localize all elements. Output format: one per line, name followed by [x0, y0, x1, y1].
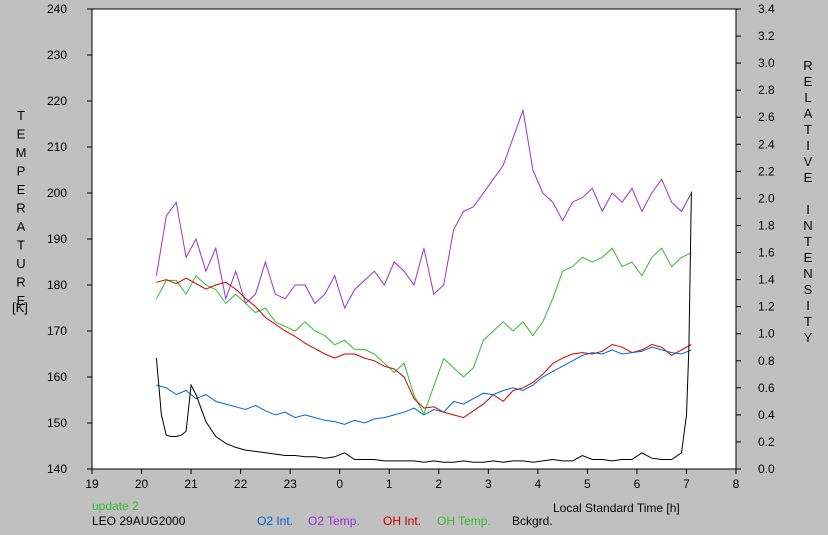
x-tick-label: 0 — [336, 477, 343, 491]
x-axis-label: Local Standard Time [h] — [553, 501, 680, 515]
y-right-label-letter: T — [804, 122, 812, 137]
legend-entry: OH Int. — [383, 514, 421, 528]
y-left-label-letter: E — [17, 293, 26, 308]
x-tick-label: 1 — [386, 477, 393, 491]
y-right-label-letter: I — [806, 298, 810, 313]
legend-entry: O2 Temp. — [308, 514, 360, 528]
series-line-ohint — [156, 277, 692, 419]
y-axis-right: 0.0 0.2 0.4 0.6 0.8 1.0 1.2 1.4 1.6 1.8 2.0 2.2 2.4 2… — [736, 2, 775, 476]
y-right-tick-label: 2.2 — [758, 164, 775, 178]
y-left-label-letter: A — [17, 219, 26, 234]
x-tick-label: 3 — [485, 477, 492, 491]
y-left-tick-label: 200 — [47, 186, 67, 200]
y-left-tick-label: 220 — [47, 94, 67, 108]
y-left-label-letter: U — [16, 256, 25, 271]
y-left-tick-label: 170 — [47, 324, 67, 338]
y-left-tick-label: 190 — [47, 232, 67, 246]
y-right-tick-label: 0.6 — [758, 381, 775, 395]
y-left-label-letter: M — [16, 145, 27, 160]
y-right-tick-label: 2.0 — [758, 191, 775, 205]
y-right-label-letter: N — [803, 266, 812, 281]
x-tick-label: 21 — [184, 477, 198, 491]
y-right-label-letter: I — [806, 138, 810, 153]
status-text: update 2 — [92, 499, 139, 513]
y-left-label-letter: E — [17, 127, 26, 142]
legend-entry: OH Temp. — [437, 514, 491, 528]
y-right-label-letter: L — [804, 90, 811, 105]
y-right-tick-label: 2.8 — [758, 83, 775, 97]
y-left-tick-label: 180 — [47, 278, 67, 292]
y-right-label-letter: R — [803, 58, 812, 73]
y-right-tick-label: 3.0 — [758, 56, 775, 70]
y-left-label-letter: T — [17, 108, 25, 123]
x-tick-label: 23 — [283, 477, 297, 491]
y-right-tick-label: 0.0 — [758, 462, 775, 476]
series-line-o2int — [156, 346, 692, 425]
x-tick-label: 22 — [234, 477, 248, 491]
y-right-label-letter: E — [804, 170, 813, 185]
legend-entry: Bckgrd. — [512, 514, 553, 528]
x-tick-label: 8 — [733, 477, 740, 491]
y-axis-left-unit: [K] — [12, 300, 28, 315]
y-right-tick-label: 1.4 — [758, 273, 775, 287]
x-tick-label: 5 — [584, 477, 591, 491]
y-right-label-letter: N — [803, 218, 812, 233]
legend-entry: O2 Int. — [257, 514, 293, 528]
y-right-label-letter: T — [804, 314, 812, 329]
x-tick-label: 7 — [683, 477, 690, 491]
y-left-label-letter: P — [17, 164, 26, 179]
y-right-tick-label: 1.6 — [758, 246, 775, 260]
y-left-label-letter: R — [16, 275, 25, 290]
y-right-label-letter: Y — [804, 330, 813, 345]
y-right-tick-label: 1.0 — [758, 327, 775, 341]
y-right-tick-label: 1.8 — [758, 218, 775, 232]
y-right-tick-label: 0.8 — [758, 354, 775, 368]
x-tick-label: 4 — [535, 477, 542, 491]
series-line-bkg — [155, 191, 692, 463]
y-left-tick-label: 140 — [47, 462, 67, 476]
y-right-label-letter: E — [804, 74, 813, 89]
y-left-label-letter: R — [16, 201, 25, 216]
y-right-label-letter: T — [804, 234, 812, 249]
y-left-tick-label: 210 — [47, 140, 67, 154]
y-right-tick-label: 3.2 — [758, 29, 775, 43]
x-tick-label: 2 — [435, 477, 442, 491]
series-line-ohtemp — [155, 247, 692, 416]
y-right-label-letter: I — [806, 202, 810, 217]
y-right-label-letter: E — [804, 250, 813, 265]
y-right-label-letter: A — [804, 106, 813, 121]
y-left-tick-label: 150 — [47, 416, 67, 430]
y-right-tick-label: 3.4 — [758, 2, 775, 16]
y-right-label-letter: S — [804, 282, 813, 297]
y-right-tick-label: 2.6 — [758, 110, 775, 124]
y-left-tick-label: 160 — [47, 370, 67, 384]
x-axis: 19 20 21 22 23 0 1 2 3 4 5 6 7 8 — [85, 469, 740, 491]
series-group — [155, 108, 692, 463]
y-right-label-letter: V — [804, 154, 813, 169]
y-left-label-letter: T — [17, 238, 25, 253]
y-left-label-letter: E — [17, 182, 26, 197]
y-right-tick-label: 2.4 — [758, 137, 775, 151]
plot-background — [92, 9, 736, 469]
y-axis-left: 140 150 160 170 180 190 200 210 220 230 240 — [47, 2, 92, 476]
y-right-tick-label: 1.2 — [758, 300, 775, 314]
y-right-tick-label: 0.4 — [758, 408, 775, 422]
y-left-tick-label: 230 — [47, 48, 67, 62]
legend: O2 Int. O2 Temp. OH Int. OH Temp. Bckgrd. — [257, 514, 553, 528]
site-date-label: LEO 29AUG2000 — [92, 514, 186, 528]
x-tick-label: 19 — [85, 477, 99, 491]
y-left-tick-label: 240 — [47, 2, 67, 16]
x-tick-label: 20 — [135, 477, 149, 491]
x-tick-label: 6 — [634, 477, 641, 491]
y-right-tick-label: 0.2 — [758, 435, 775, 449]
